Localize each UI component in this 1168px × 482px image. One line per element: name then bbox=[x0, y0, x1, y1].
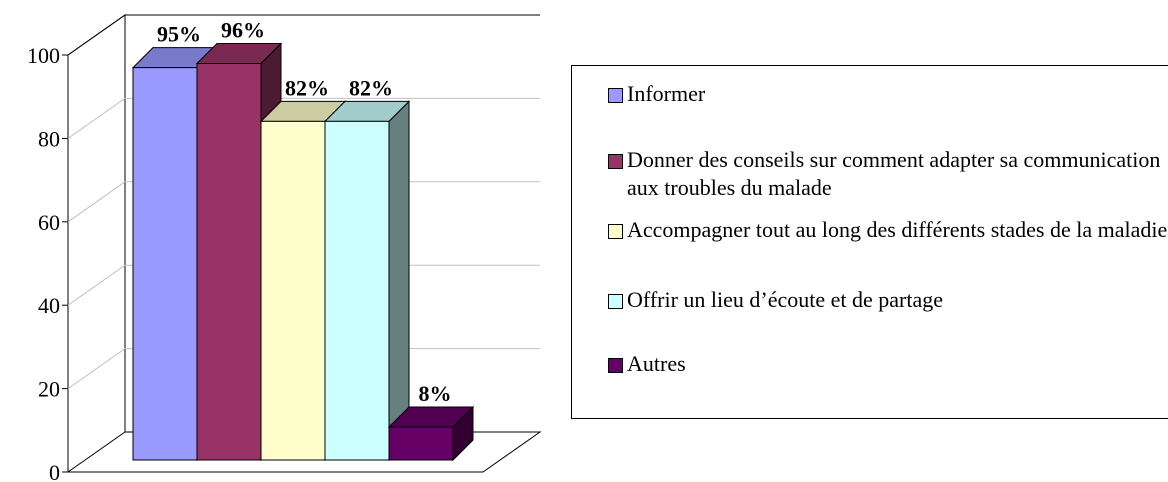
legend-label: Accompagner tout au long des différents … bbox=[627, 217, 1168, 242]
y-tick-label: 0 bbox=[49, 460, 60, 482]
legend-swatch bbox=[608, 154, 623, 169]
legend: Informer Donner des conseils sur comment … bbox=[571, 65, 1168, 419]
value-label: 96% bbox=[221, 18, 265, 43]
legend-entry: Offrir un lieu d’écoute et de partage bbox=[608, 286, 1168, 314]
bar bbox=[388, 426, 454, 461]
legend-swatch bbox=[608, 358, 623, 373]
y-tick-label: 60 bbox=[38, 210, 60, 235]
legend-label: Offrir un lieu d’écoute et de partage bbox=[627, 287, 944, 312]
legend-entry: Accompagner tout au long des différents … bbox=[608, 216, 1168, 244]
legend-entry: Donner des conseils sur comment adapter … bbox=[608, 146, 1168, 202]
y-tick-label: 20 bbox=[38, 377, 60, 402]
value-label: 82% bbox=[349, 75, 393, 100]
y-tick-label: 40 bbox=[38, 293, 60, 318]
floor bbox=[66, 431, 542, 473]
legend-entry: Autres bbox=[608, 350, 1168, 378]
grid-line bbox=[67, 97, 540, 139]
bar bbox=[196, 63, 262, 461]
bar-side bbox=[388, 100, 410, 462]
y-tick-label: 80 bbox=[38, 126, 60, 151]
grid-line bbox=[67, 14, 540, 56]
bar bbox=[132, 67, 198, 461]
legend-label: Autres bbox=[627, 351, 686, 376]
bar bbox=[324, 120, 390, 461]
legend-entry: Informer bbox=[608, 80, 1168, 108]
bar bbox=[260, 120, 326, 461]
wall bbox=[67, 14, 126, 432]
legend-label: Informer bbox=[627, 81, 706, 106]
value-label: 82% bbox=[285, 75, 329, 100]
value-label: 95% bbox=[157, 22, 201, 47]
y-tick-label: 100 bbox=[27, 43, 60, 68]
legend-label: Donner des conseils sur comment adapter … bbox=[627, 147, 1161, 200]
legend-swatch bbox=[608, 294, 623, 309]
legend-swatch bbox=[608, 88, 623, 103]
legend-swatch bbox=[608, 224, 623, 239]
value-label: 8% bbox=[419, 381, 452, 406]
